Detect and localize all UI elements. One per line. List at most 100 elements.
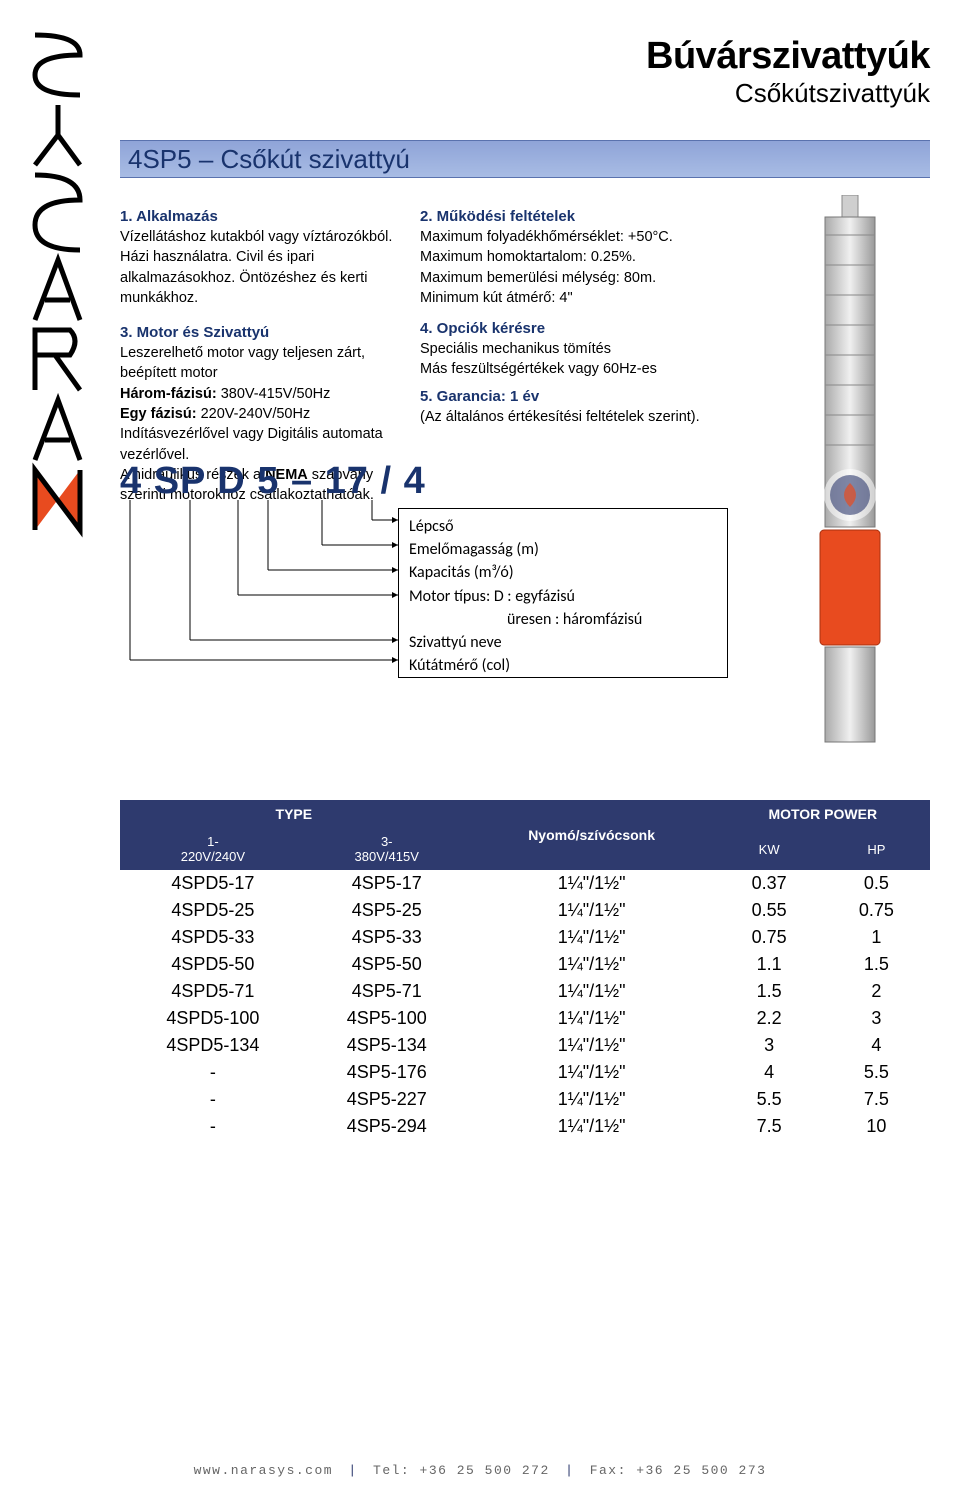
section-3-heading: 3. Motor és Szivattyú bbox=[120, 322, 400, 343]
table-cell: 1¼"/1½" bbox=[468, 1005, 716, 1032]
legend-line-1: Lépcső bbox=[409, 515, 717, 538]
product-image bbox=[770, 195, 930, 755]
section-3-line3: Egy fázisú: 220V-240V/50Hz bbox=[120, 404, 400, 424]
table-cell: 1¼"/1½" bbox=[468, 951, 716, 978]
table-row: 4SPD5-334SP5-331¼"/1½"0.751 bbox=[120, 924, 930, 951]
table-cell: 4SPD5-33 bbox=[120, 924, 306, 951]
table-cell: 4 bbox=[716, 1059, 823, 1086]
footer-fax: Fax: +36 25 500 273 bbox=[590, 1463, 767, 1478]
page-title: Búvárszivattyúk bbox=[646, 35, 930, 78]
table-cell: 4SP5-25 bbox=[306, 897, 468, 924]
page-header: Búvárszivattyúk Csőkútszivattyúk bbox=[646, 35, 930, 109]
footer-tel: Tel: +36 25 500 272 bbox=[373, 1463, 550, 1478]
table-cell: 2 bbox=[823, 978, 930, 1005]
table-cell: 0.5 bbox=[823, 870, 930, 897]
table-cell: 0.37 bbox=[716, 870, 823, 897]
table-cell: 0.75 bbox=[716, 924, 823, 951]
table-row: -4SP5-2271¼"/1½"5.57.5 bbox=[120, 1086, 930, 1113]
footer-sep-1: | bbox=[342, 1463, 363, 1478]
section-3-line1: Leszerelhető motor vagy teljesen zárt, b… bbox=[120, 343, 400, 384]
section-2-line2: Maximum homoktartalom: 0.25%. bbox=[420, 247, 700, 267]
table-cell: 4SP5-50 bbox=[306, 951, 468, 978]
pump-svg bbox=[770, 195, 930, 755]
table-cell: 1¼"/1½" bbox=[468, 897, 716, 924]
narasys-logo-svg bbox=[20, 30, 110, 550]
table-head: TYPE Nyomó/szívócsonk MOTOR POWER 1-220V… bbox=[120, 800, 930, 870]
footer-site: www.narasys.com bbox=[194, 1463, 334, 1478]
legend-line-6: Kútátmérő (col) bbox=[409, 654, 717, 677]
table-cell: 4SPD5-71 bbox=[120, 978, 306, 1005]
table-row: 4SPD5-254SP5-251¼"/1½"0.550.75 bbox=[120, 897, 930, 924]
table-row: 4SPD5-1004SP5-1001¼"/1½"2.23 bbox=[120, 1005, 930, 1032]
table-cell: 1¼"/1½" bbox=[468, 1032, 716, 1059]
table-cell: 1¼"/1½" bbox=[468, 978, 716, 1005]
th-mid: Nyomó/szívócsonk bbox=[468, 800, 716, 870]
table-cell: 2.2 bbox=[716, 1005, 823, 1032]
table-cell: 4SPD5-134 bbox=[120, 1032, 306, 1059]
legend-line-4: Motor típus: D : egyfázisú bbox=[409, 585, 717, 608]
table-cell: 4SP5-17 bbox=[306, 870, 468, 897]
legend-line-4b: üresen : háromfázisú bbox=[409, 608, 717, 631]
table-cell: 1.5 bbox=[823, 951, 930, 978]
table-cell: 4SPD5-17 bbox=[120, 870, 306, 897]
section-2-heading: 2. Működési feltételek bbox=[420, 206, 700, 227]
section-3-line4: Indításvezérlővel vagy Digitális automat… bbox=[120, 424, 400, 465]
code-legend: Lépcső Emelőmagasság (m) Kapacitás (m³/ó… bbox=[398, 508, 728, 678]
table-cell: 1.1 bbox=[716, 951, 823, 978]
legend-line-2: Emelőmagasság (m) bbox=[409, 538, 717, 561]
table-cell: 5.5 bbox=[823, 1059, 930, 1086]
table-cell: 0.75 bbox=[823, 897, 930, 924]
section-4-line2: Más feszültségértékek vagy 60Hz-es bbox=[420, 359, 700, 379]
page-subtitle: Csőkútszivattyúk bbox=[646, 78, 930, 109]
table-cell: 1¼"/1½" bbox=[468, 1059, 716, 1086]
page-footer: www.narasys.com | Tel: +36 25 500 272 | … bbox=[0, 1463, 960, 1478]
table-cell: 1¼"/1½" bbox=[468, 1113, 716, 1140]
table-cell: 5.5 bbox=[716, 1086, 823, 1113]
table-row: -4SP5-2941¼"/1½"7.510 bbox=[120, 1113, 930, 1140]
table-row: -4SP5-1761¼"/1½"45.5 bbox=[120, 1059, 930, 1086]
table-cell: 4SP5-227 bbox=[306, 1086, 468, 1113]
table-cell: 4SPD5-100 bbox=[120, 1005, 306, 1032]
table-cell: 1¼"/1½" bbox=[468, 1086, 716, 1113]
th-3phase: 3-380V/415V bbox=[306, 828, 468, 870]
table-body: 4SPD5-174SP5-171¼"/1½"0.370.54SPD5-254SP… bbox=[120, 870, 930, 1140]
section-3-line2: Három-fázisú: 380V-415V/50Hz bbox=[120, 384, 400, 404]
table-cell: 1¼"/1½" bbox=[468, 924, 716, 951]
section-titlebar: 4SP5 – Csőkút szivattyú bbox=[120, 140, 930, 178]
table-cell: - bbox=[120, 1086, 306, 1113]
table-cell: 4SP5-176 bbox=[306, 1059, 468, 1086]
table-cell: 4SPD5-25 bbox=[120, 897, 306, 924]
section-2-line4: Minimum kút átmérő: 4" bbox=[420, 288, 700, 308]
table-cell: 7.5 bbox=[823, 1086, 930, 1113]
table-row: 4SPD5-504SP5-501¼"/1½"1.11.5 bbox=[120, 951, 930, 978]
section-2-line3: Maximum bemerülési mélység: 80m. bbox=[420, 268, 700, 288]
code-bracket-diagram bbox=[120, 500, 400, 680]
section-2-line1: Maximum folyadékhőmérséklet: +50°C. bbox=[420, 227, 700, 247]
brand-logo bbox=[20, 30, 110, 550]
table-cell: - bbox=[120, 1113, 306, 1140]
table-cell: 4SPD5-50 bbox=[120, 951, 306, 978]
specs-table: TYPE Nyomó/szívócsonk MOTOR POWER 1-220V… bbox=[120, 800, 930, 1140]
table-cell: 3 bbox=[716, 1032, 823, 1059]
table-cell: 1.5 bbox=[716, 978, 823, 1005]
table-cell: 4SP5-134 bbox=[306, 1032, 468, 1059]
th-1phase: 1-220V/240V bbox=[120, 828, 306, 870]
table-cell: 4SP5-294 bbox=[306, 1113, 468, 1140]
specs-column-right: 2. Működési feltételek Maximum folyadékh… bbox=[420, 200, 700, 427]
th-kw: KW bbox=[716, 828, 823, 870]
table-row: 4SPD5-174SP5-171¼"/1½"0.370.5 bbox=[120, 870, 930, 897]
product-title: 4SP5 – Csőkút szivattyú bbox=[128, 144, 410, 175]
section-1-body: Vízellátáshoz kutakból vagy víztározókbó… bbox=[120, 227, 400, 308]
footer-sep-2: | bbox=[559, 1463, 580, 1478]
table-cell: 4 bbox=[823, 1032, 930, 1059]
th-hp: HP bbox=[823, 828, 930, 870]
table-cell: 4SP5-33 bbox=[306, 924, 468, 951]
legend-line-5: Szivattyú neve bbox=[409, 631, 717, 654]
th-power: MOTOR POWER bbox=[716, 800, 930, 828]
table-cell: 3 bbox=[823, 1005, 930, 1032]
table-cell: 4SP5-100 bbox=[306, 1005, 468, 1032]
section-4-heading: 4. Opciók kérésre bbox=[420, 318, 700, 339]
table-cell: 7.5 bbox=[716, 1113, 823, 1140]
section-1-heading: 1. Alkalmazás bbox=[120, 206, 400, 227]
model-code: 4 SP D 5 – 17 / 4 bbox=[120, 460, 426, 503]
